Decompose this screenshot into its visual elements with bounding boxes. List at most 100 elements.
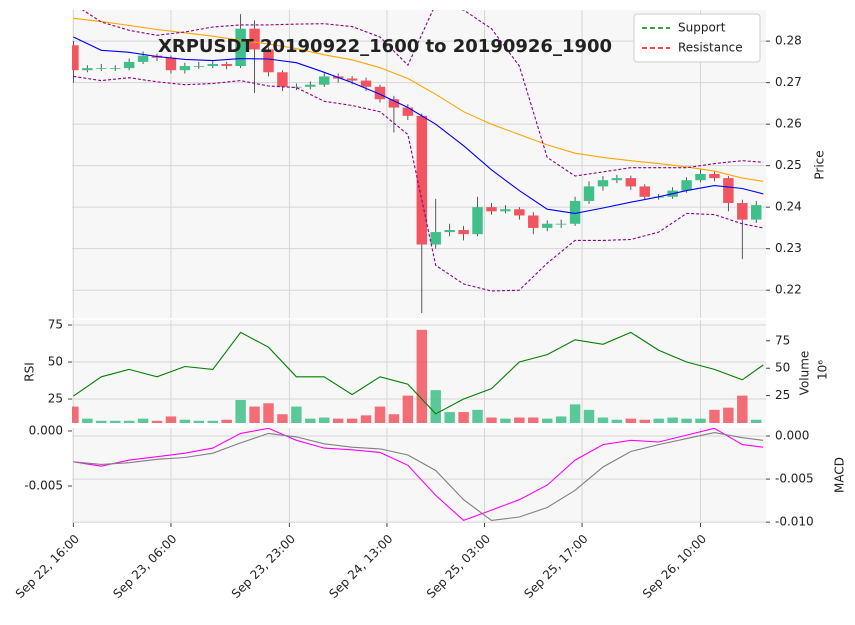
volume-bar [486, 417, 497, 423]
volume-bar [430, 390, 441, 423]
candle-body [319, 76, 330, 85]
volume-bar [500, 418, 511, 423]
candle-body [472, 207, 483, 235]
volume-bar [249, 406, 260, 423]
y-tick-label: 0.28 [775, 34, 802, 48]
chart-title: XRPUSDT 20190922_1600 to 20190926_1900 [158, 36, 612, 57]
candle-body [123, 61, 135, 69]
plot-area [72, 428, 766, 523]
y2-axis-label: MACD [833, 457, 847, 493]
plot-area [72, 10, 766, 314]
candle-body [444, 230, 455, 233]
x-tick-label: Sep 22, 16:00 [13, 532, 82, 601]
plot-area [72, 324, 766, 423]
volume-bar [709, 409, 720, 423]
candle-body [681, 180, 692, 191]
y-axis-label: Price [813, 150, 827, 179]
legend-box [633, 13, 761, 63]
x-tick-label: Sep 23, 06:00 [110, 532, 179, 601]
volume-bar [472, 409, 483, 423]
candle-body [625, 178, 637, 187]
volume-bar [221, 419, 232, 423]
candle-body [709, 173, 720, 179]
volume-bar [137, 418, 149, 423]
volume-bar [667, 417, 678, 423]
volume-bar [695, 418, 706, 423]
indicator-line [73, 75, 764, 292]
volume-bar [277, 414, 288, 423]
volume-bar [569, 404, 581, 423]
macd-line [73, 428, 764, 522]
volume-bar [263, 403, 274, 423]
candle-body [569, 200, 581, 224]
candle-body [305, 84, 316, 87]
volume-bar [751, 419, 762, 423]
x-tick-label: Sep 25, 17:00 [521, 532, 590, 601]
legend-label: Support [678, 21, 726, 35]
y-tick-label: 0.24 [775, 200, 802, 214]
volume-bar [235, 399, 246, 423]
volume-bar [611, 419, 623, 423]
volume-bar [541, 418, 553, 423]
volume-bar [319, 417, 330, 423]
x-tick-label: Sep 26, 10:00 [640, 532, 709, 601]
volume-bar [625, 418, 637, 423]
y-tick-label: 75 [48, 318, 63, 332]
volume-bar [555, 416, 567, 423]
candle-body [751, 205, 762, 220]
x-tick-label: Sep 24, 13:00 [326, 532, 395, 601]
x-tick-label: Sep 23, 23:00 [229, 532, 298, 601]
candle-body [207, 63, 218, 67]
volume-bar [305, 418, 316, 423]
candle-body [528, 215, 539, 228]
indicator-line [73, 36, 764, 214]
x-tick-label: Sep 25, 03:00 [424, 532, 493, 601]
volume-bar [723, 407, 734, 423]
volume-bar [360, 415, 372, 423]
candle-body [374, 86, 386, 100]
y-tick-label: 50 [48, 355, 63, 369]
volume-bar [597, 417, 609, 423]
y-tick-label: 0.25 [775, 158, 802, 172]
volume-bar [402, 395, 414, 423]
rsi-line [73, 331, 764, 415]
candle-body [109, 68, 121, 69]
legend-label: Resistance [678, 41, 743, 55]
candle-body [611, 178, 623, 181]
candle-body [541, 223, 553, 228]
candle-body [639, 186, 650, 197]
candle-body [583, 186, 595, 201]
volume-bar [514, 417, 525, 423]
candle-body [555, 223, 567, 225]
candle-body [235, 28, 246, 67]
candle-body [193, 66, 205, 67]
volume-bar [444, 412, 455, 423]
volume-bar [528, 417, 539, 423]
candle-body [360, 80, 372, 87]
candle-body [430, 232, 441, 245]
candle-body [597, 180, 609, 187]
candle-body [221, 63, 232, 67]
volume-bar [639, 419, 650, 423]
volume-bar [123, 420, 135, 423]
volume-bar [653, 418, 664, 423]
candle-body [82, 68, 93, 71]
candle-body [277, 72, 288, 87]
y-tick-label: 0.23 [775, 241, 802, 255]
volume-bar [109, 420, 121, 423]
volume-bar [374, 406, 386, 423]
y2-tick-label: -0.005 [775, 472, 814, 486]
y-axis-label: RSI [23, 362, 37, 382]
candle-body [458, 230, 469, 235]
candle-body [500, 209, 511, 212]
y2-tick-label: 75 [775, 333, 790, 347]
candle-body [165, 57, 177, 71]
y-tick-label: 0.26 [775, 117, 802, 131]
candle-body [416, 115, 428, 245]
macd-line [73, 432, 764, 521]
volume-bar [583, 409, 595, 423]
candle-body [249, 28, 260, 50]
volume-bar [72, 406, 79, 423]
candle-body [737, 203, 748, 220]
y-tick-label: -0.005 [24, 479, 63, 493]
